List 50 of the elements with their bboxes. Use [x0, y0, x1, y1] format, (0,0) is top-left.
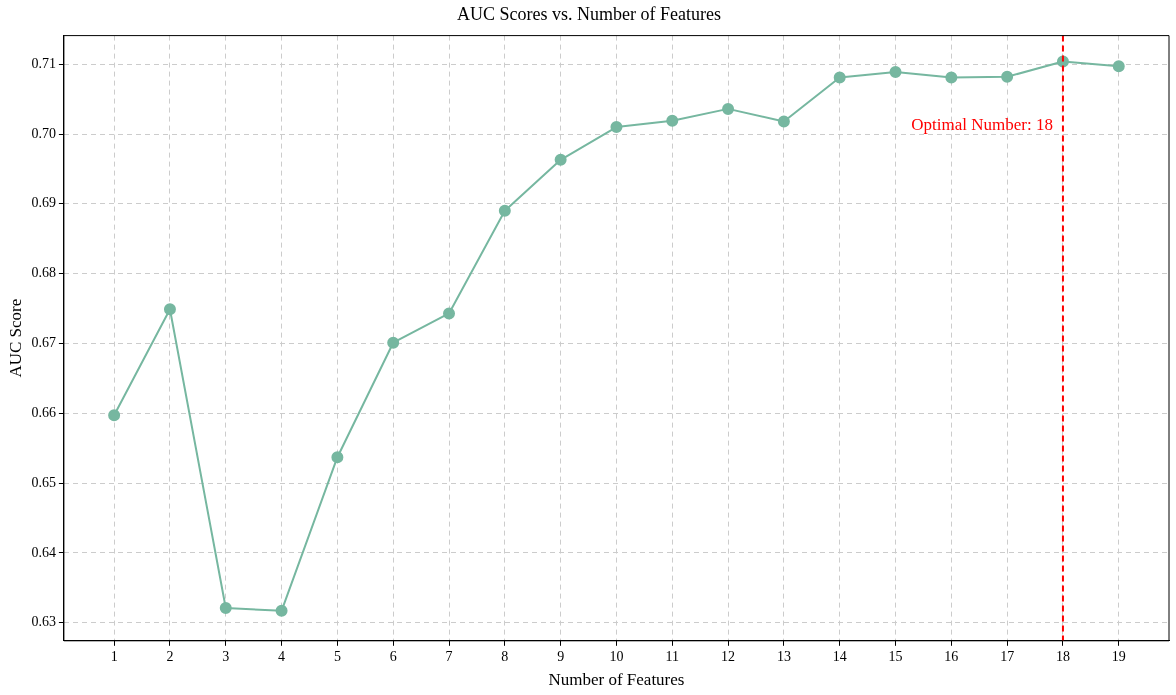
x-tick-label: 15: [888, 648, 903, 664]
chart-title: AUC Scores vs. Number of Features: [457, 3, 721, 24]
x-tick-label: 10: [609, 648, 624, 664]
point: [666, 114, 679, 127]
x-tick-label: 6: [389, 648, 397, 664]
y-tick-label: 0.67: [31, 335, 56, 351]
point: [443, 307, 456, 320]
y-tick-label: 0.68: [31, 265, 56, 281]
x-tick-label: 8: [501, 648, 509, 664]
ref-line-label: Optimal Number: 18: [911, 115, 1053, 135]
x-tick-label: 13: [776, 648, 791, 664]
x-tick-label: 18: [1055, 648, 1070, 664]
x-tick-label: 14: [832, 648, 847, 664]
x-tick-label: 16: [944, 648, 959, 664]
y-axis-title: AUC Score: [5, 298, 25, 378]
y-tick-label: 0.69: [31, 195, 56, 211]
point: [945, 71, 958, 84]
point: [275, 604, 288, 617]
point: [1112, 60, 1125, 73]
point: [498, 204, 511, 217]
x-axis-title: Number of Features: [548, 670, 685, 690]
y-tick-label: 0.65: [31, 474, 56, 490]
point: [387, 336, 400, 349]
x-tick-label: 19: [1111, 648, 1126, 664]
point: [331, 451, 344, 464]
y-tick-label: 0.70: [31, 125, 56, 141]
y-tick-label: 0.64: [31, 544, 56, 560]
x-tick-label: 5: [333, 648, 341, 664]
point: [610, 121, 623, 134]
point: [1001, 70, 1014, 83]
point: [554, 153, 567, 166]
point: [108, 409, 121, 422]
x-tick-label: 3: [222, 648, 230, 664]
x-tick-label: 17: [1000, 648, 1015, 664]
point: [833, 71, 846, 84]
x-tick-label: 11: [665, 648, 680, 664]
point: [219, 601, 232, 614]
y-tick-label: 0.71: [31, 55, 56, 71]
x-tick-label: 4: [278, 648, 286, 664]
x-tick-label: 2: [166, 648, 174, 664]
point: [889, 65, 902, 78]
point: [163, 303, 176, 316]
x-tick-label: 7: [445, 648, 453, 664]
point: [777, 115, 790, 128]
x-tick-label: 9: [557, 648, 565, 664]
point: [722, 102, 735, 115]
y-tick-label: 0.63: [31, 614, 56, 630]
x-tick-label: 12: [721, 648, 736, 664]
y-tick-label: 0.66: [31, 404, 56, 420]
x-tick-label: 1: [110, 648, 118, 664]
